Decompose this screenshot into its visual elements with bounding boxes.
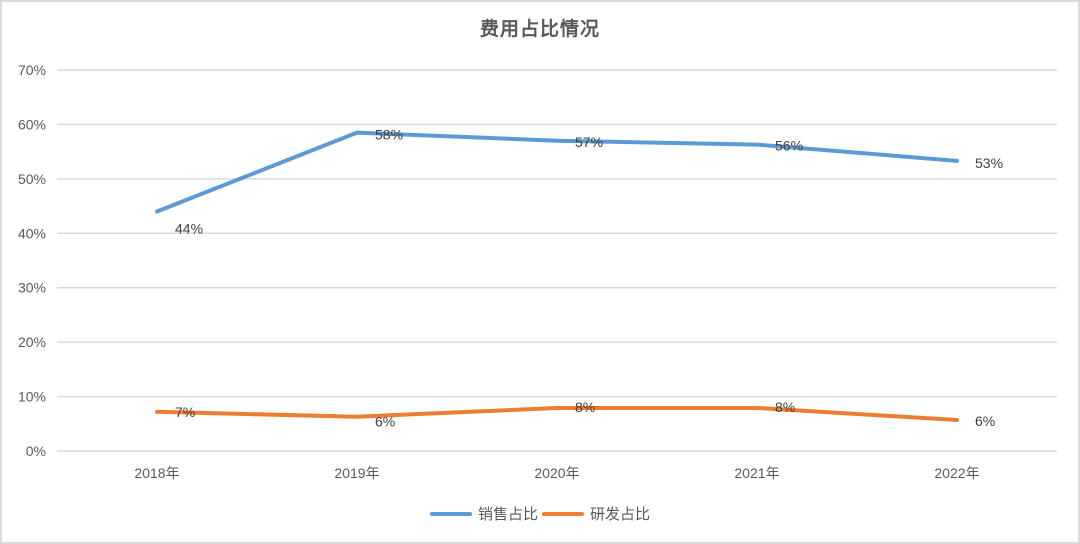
y-tick-label: 10% [18, 389, 46, 405]
data-label: 8% [775, 399, 795, 415]
data-label: 6% [375, 414, 395, 430]
legend-label-sales: 销售占比 [477, 505, 538, 523]
legend-label-rd: 研发占比 [590, 505, 651, 523]
y-tick-label: 0% [26, 443, 46, 459]
legend-item-rd[interactable]: 研发占比 [542, 503, 650, 524]
data-label: 7% [175, 404, 195, 420]
x-tick-label: 2022年 [934, 465, 979, 481]
y-tick-label: 20% [18, 334, 46, 350]
data-label: 56% [775, 138, 803, 154]
series-lines [155, 130, 959, 422]
data-labels: 44% 58% 57% 56% 53% 7% 6% 8% 8% 6% [175, 127, 1003, 430]
y-axis-labels: 0% 10% 20% 30% 40% 50% 60% 70% [18, 62, 46, 459]
data-label: 58% [375, 127, 403, 143]
x-tick-label: 2021年 [734, 465, 779, 481]
y-tick-label: 40% [18, 225, 46, 241]
data-label: 44% [175, 221, 203, 237]
data-label: 8% [575, 399, 595, 415]
legend-swatch-sales [429, 511, 472, 516]
y-tick-label: 30% [18, 280, 46, 296]
legend-swatch-rd [542, 511, 584, 516]
data-label: 53% [975, 155, 1003, 171]
chart-title: 费用占比情况 [479, 18, 600, 40]
x-tick-label: 2019年 [334, 465, 379, 481]
legend-item-sales[interactable]: 销售占比 [429, 503, 538, 524]
series-line [155, 130, 959, 214]
x-tick-label: 2020年 [534, 465, 579, 481]
data-label: 57% [575, 134, 603, 150]
legend: 销售占比 研发占比 [0, 503, 1080, 524]
y-tick-label: 60% [18, 116, 46, 132]
y-tick-label: 70% [18, 62, 46, 78]
data-label: 6% [975, 413, 995, 429]
y-tick-label: 50% [18, 171, 46, 187]
x-axis-labels: 2018年 2019年 2020年 2021年 2022年 [134, 465, 979, 481]
gridlines [57, 69, 1057, 452]
x-tick-label: 2018年 [134, 465, 179, 481]
series-line [155, 406, 959, 422]
